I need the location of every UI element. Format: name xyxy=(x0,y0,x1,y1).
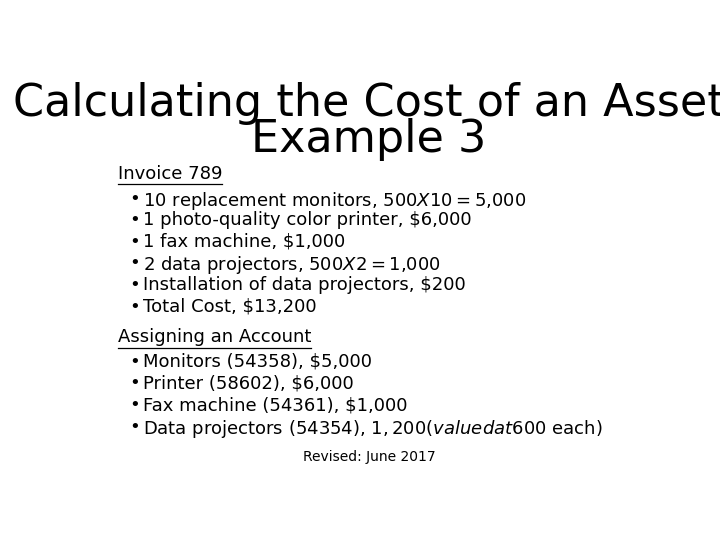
Text: Data projectors (54354), $1,200 (valued at $600 each): Data projectors (54354), $1,200 (valued … xyxy=(143,418,603,440)
Text: 1 photo-quality color printer, $6,000: 1 photo-quality color printer, $6,000 xyxy=(143,211,472,229)
Text: Monitors (54358), $5,000: Monitors (54358), $5,000 xyxy=(143,353,372,371)
Text: •: • xyxy=(129,353,140,371)
Text: •: • xyxy=(129,418,140,436)
Text: Assigning an Account: Assigning an Account xyxy=(118,328,311,346)
Text: Calculating the Cost of an Asset: Calculating the Cost of an Asset xyxy=(13,82,720,125)
Text: •: • xyxy=(129,190,140,207)
Text: •: • xyxy=(129,254,140,272)
Text: Fax machine (54361), $1,000: Fax machine (54361), $1,000 xyxy=(143,396,408,414)
Text: •: • xyxy=(129,396,140,414)
Text: Example 3: Example 3 xyxy=(251,118,487,161)
Text: Installation of data projectors, $200: Installation of data projectors, $200 xyxy=(143,276,466,294)
Text: 1 fax machine, $1,000: 1 fax machine, $1,000 xyxy=(143,233,346,251)
Text: 10 replacement monitors, $500 X 10 = $5,000: 10 replacement monitors, $500 X 10 = $5,… xyxy=(143,190,526,212)
Text: •: • xyxy=(129,374,140,393)
Text: Revised: June 2017: Revised: June 2017 xyxy=(302,450,436,464)
Text: 2 data projectors, $500 X 2 = $1,000: 2 data projectors, $500 X 2 = $1,000 xyxy=(143,254,441,276)
Text: •: • xyxy=(129,276,140,294)
Text: •: • xyxy=(129,233,140,251)
Text: Invoice 789: Invoice 789 xyxy=(118,165,222,183)
Text: •: • xyxy=(129,211,140,229)
Text: Total Cost, $13,200: Total Cost, $13,200 xyxy=(143,298,317,316)
Text: Printer (58602), $6,000: Printer (58602), $6,000 xyxy=(143,374,354,393)
Text: •: • xyxy=(129,298,140,316)
